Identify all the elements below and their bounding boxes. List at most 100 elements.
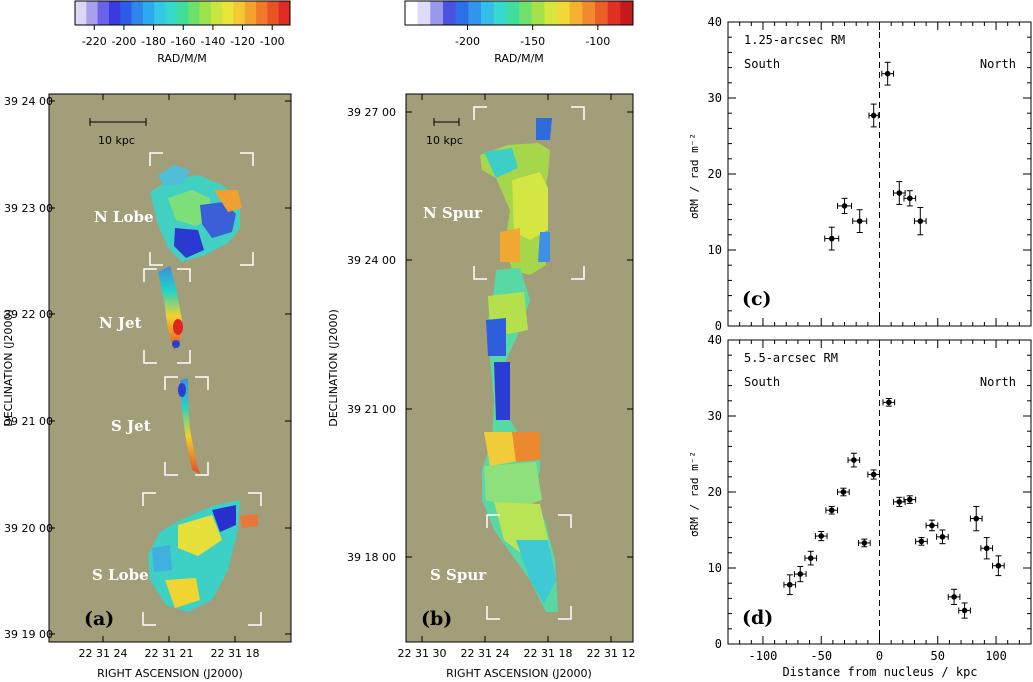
colorbar-b-cell — [531, 1, 545, 25]
panel-a-tick-marks — [49, 94, 291, 642]
panel-b-scalebar-label: 10 kpc — [426, 134, 463, 147]
plot-d-marks-data-point — [840, 489, 847, 495]
plot-d-marks-data-point — [939, 534, 946, 540]
panel-b-map: 10 kpc N Spur S Spur (b) 39 27 00 39 24 … — [327, 93, 636, 680]
s-spur-emission — [482, 268, 558, 612]
plot-d-annotation: 5.5-arcsec RM — [744, 351, 838, 365]
colorbar-a-tick-label: -220 — [82, 35, 107, 48]
colorbar-a-tick-label: -140 — [200, 35, 225, 48]
plot-d-marks-data-point — [818, 533, 825, 539]
panel-b-tick-marks — [406, 94, 633, 642]
plot-d-marks-xtick-label: -50 — [810, 649, 832, 663]
region-label-n-spur: N Spur — [423, 204, 483, 222]
colorbar-a-label: RAD/M/M — [157, 52, 207, 65]
plot-d-marks-data-point — [983, 545, 990, 552]
panel-b-xtick-2: 22 31 18 — [524, 647, 573, 660]
colorbar-a-cell — [222, 1, 234, 25]
panel-a-ytick-2: 39 22 00 — [4, 308, 53, 321]
plot-c-ylabel: σRM / rad m⁻² — [688, 133, 701, 219]
colorbar-b-cell — [455, 1, 469, 25]
panel-a-ytick-4: 39 20 00 — [4, 522, 53, 535]
panel-a-ytick-0: 39 24 00 — [4, 95, 53, 108]
colorbar-b: -200 -150 -100 RAD/M/M — [404, 0, 634, 65]
panel-b-scalebar: 10 kpc — [426, 118, 463, 147]
n-spur-emission — [480, 118, 552, 275]
colorbar-b-cell — [443, 1, 457, 25]
colorbar-a-cell — [108, 1, 121, 25]
colorbar-a-cell — [278, 1, 291, 25]
plot-d-marks-data-point — [995, 562, 1002, 569]
plot-d-marks-xtick-label: 100 — [985, 649, 1007, 663]
panel-a-ytick-1: 39 23 00 — [4, 202, 53, 215]
s-jet-emission — [178, 378, 200, 474]
panel-a-xlabel: RIGHT ASCENSION (J2000) — [97, 667, 243, 680]
panel-a-xtick-2: 22 31 18 — [211, 647, 260, 660]
plot-d-marks-data-point — [828, 507, 835, 514]
colorbar-a-cell — [97, 1, 110, 25]
plot-c-north-label: North — [980, 57, 1016, 71]
panel-a-brackets — [142, 152, 262, 626]
panel-b-ytick-2: 39 21 00 — [347, 403, 396, 416]
plot-d-marks-data-point — [851, 457, 857, 463]
n-lobe-emission — [150, 165, 242, 262]
colorbar-b-cell — [544, 1, 558, 25]
panel-a-ytick-5: 39 19 00 — [4, 628, 53, 641]
panel-b-ytick-3: 39 18 00 — [347, 551, 396, 564]
colorbar-a-cell — [154, 1, 167, 25]
colorbar-a-tick-label: -100 — [260, 35, 285, 48]
region-label-s-lobe: S Lobe — [92, 566, 149, 584]
colorbar-b-cell — [582, 1, 596, 25]
colorbar-b-cell — [519, 1, 533, 25]
plot-d-marks-data-point — [861, 540, 868, 546]
panel-a-tag: (a) — [84, 608, 114, 630]
plot-d-marks-data-point — [951, 594, 957, 600]
plot-d-marks-data-point — [918, 538, 925, 545]
colorbar-a: -220 -200 -180 -160 -140 -120 -100 RAD/M/M — [74, 0, 291, 65]
panel-b-ytick-1: 39 24 00 — [347, 254, 396, 267]
colorbar-a-cell — [199, 1, 212, 25]
panel-a-xtick-0: 22 31 24 — [79, 647, 128, 660]
plot-c-tag: (c) — [742, 288, 772, 310]
panel-b-brackets — [473, 106, 585, 620]
plot-d-ylabel: σRM / rad m⁻² — [688, 451, 701, 537]
n-jet-emission — [158, 266, 183, 350]
plot-d-marks-data-point — [929, 522, 935, 529]
panel-b-ylabel: DECLINATION (J2000) — [327, 309, 340, 427]
region-label-s-jet: S Jet — [111, 417, 151, 435]
colorbar-a-cell — [165, 1, 178, 25]
colorbar-b-cell — [481, 1, 495, 25]
colorbar-b-cell — [557, 1, 571, 25]
plot-c-marks-data-point — [896, 190, 903, 196]
colorbar-b-tick-label: -150 — [520, 35, 545, 48]
colorbar-a-cell — [267, 1, 280, 25]
plot-d-xlabel: Distance from nucleus / kpc — [782, 665, 977, 679]
plot-d-marks-data-point — [870, 471, 877, 478]
plot-d-north-label: North — [980, 375, 1016, 389]
panel-a-scalebar: 10 kpc — [89, 118, 147, 147]
plot-c-marks-ytick-label: 40 — [708, 15, 722, 29]
plot-d-marks-ytick-label: 20 — [708, 485, 722, 499]
colorbar-a-cell — [233, 1, 246, 25]
plot-d-marks-ytick-label: 0 — [715, 637, 722, 651]
panel-b-xtick-3: 22 31 12 — [587, 647, 636, 660]
plot-d-marks-data-point — [886, 399, 892, 406]
panel-b-xlabel: RIGHT ASCENSION (J2000) — [446, 667, 592, 680]
colorbar-a-cell — [120, 1, 133, 25]
colorbar-b-label: RAD/M/M — [494, 52, 544, 65]
plot-d-marks-data-point — [786, 581, 793, 588]
plot-c-marks-data-point — [884, 70, 891, 77]
plot-d-marks-data-point — [797, 571, 804, 577]
panel-b-tag: (b) — [421, 608, 452, 630]
plot-c-marks-data-point — [870, 112, 877, 119]
colorbar-b-cell — [468, 1, 482, 25]
colorbar-a-cell — [131, 1, 144, 25]
s-lobe-emission — [148, 500, 258, 612]
plot-d-marks-ytick-label: 10 — [708, 561, 722, 575]
colorbar-a-cell — [75, 1, 87, 25]
colorbar-a-cell — [176, 1, 189, 25]
region-label-n-jet: N Jet — [99, 314, 142, 332]
colorbar-b-tick-label: -100 — [585, 35, 610, 48]
colorbar-b-cell — [506, 1, 520, 25]
plot-d: 5.5-arcsec RM South North (d) 0 10 20 30 40 -… — [688, 333, 1032, 679]
plot-c-marks-data-point — [907, 195, 913, 202]
